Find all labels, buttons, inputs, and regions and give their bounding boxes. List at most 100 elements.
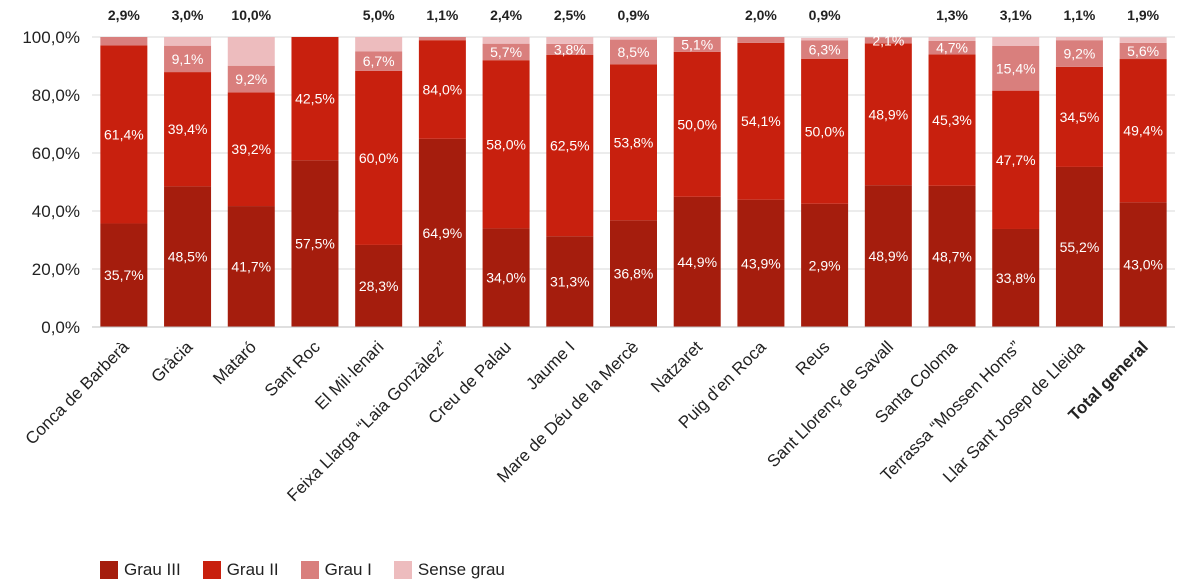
bar-segment <box>801 203 849 327</box>
bar-segment <box>100 37 148 46</box>
data-label: 2,9% <box>809 257 841 273</box>
data-label: 48,7% <box>932 248 972 264</box>
bar-segment <box>801 37 849 41</box>
bar-segment <box>992 37 1040 46</box>
top-value-label: 1,1% <box>426 7 458 23</box>
data-label: 50,0% <box>677 116 717 132</box>
bar-segment <box>100 223 148 327</box>
bar-segment <box>164 186 212 327</box>
bar-segment <box>1055 66 1103 167</box>
data-label: 15,4% <box>996 60 1036 76</box>
data-label: 39,2% <box>231 141 271 157</box>
bar-segment <box>227 65 275 93</box>
bar-segment <box>355 70 403 245</box>
legend-item: Grau II <box>202 560 279 580</box>
top-value-label: 1,1% <box>1063 7 1095 23</box>
x-category-label: Sant Llorenç de Savall <box>763 337 897 471</box>
bar-segment <box>546 54 594 237</box>
bar-segment <box>1119 42 1167 60</box>
data-label: 84,0% <box>423 81 463 97</box>
bar-segment <box>992 90 1040 229</box>
bar-segment <box>737 37 785 43</box>
bar-segment <box>992 45 1040 91</box>
top-value-label: 3,1% <box>1000 7 1032 23</box>
legend: Grau III Grau II Grau I Sense grau <box>100 560 505 580</box>
x-category-label: Jaume I <box>522 337 578 393</box>
x-category-label: Gràcia <box>148 337 197 386</box>
legend-swatch <box>393 561 412 579</box>
bar-segment <box>546 236 594 327</box>
data-label: 61,4% <box>104 126 144 142</box>
x-category-label: Mataró <box>209 337 260 388</box>
data-label: 57,5% <box>295 236 335 252</box>
top-value-label: 1,9% <box>1127 7 1159 23</box>
data-label: 62,5% <box>550 138 590 154</box>
data-label: 3,8% <box>554 41 586 57</box>
data-label: 48,9% <box>868 106 908 122</box>
data-label: 5,7% <box>490 44 522 60</box>
x-category-label: Natzaret <box>647 337 706 396</box>
data-label: 64,9% <box>423 225 463 241</box>
bar-segment <box>418 138 466 327</box>
data-label: 4,7% <box>936 40 968 56</box>
y-tick-label: 40,0% <box>32 202 80 221</box>
x-category-label: Sant Roc <box>261 337 324 400</box>
bar-segment <box>355 244 403 327</box>
x-category-label: Conca de Barberà <box>22 337 133 448</box>
bar-segment <box>164 37 212 46</box>
top-value-label: 10,0% <box>231 7 271 23</box>
bar-segment <box>482 228 530 327</box>
bar-segment <box>227 206 275 327</box>
bar-segment <box>482 37 530 44</box>
bar-segment <box>1119 59 1167 203</box>
bar-segment <box>928 37 976 41</box>
y-tick-label: 60,0% <box>32 144 80 163</box>
top-value-label: 3,0% <box>172 7 204 23</box>
bar-segment <box>546 37 594 44</box>
top-value-label: 1,3% <box>936 7 968 23</box>
legend-swatch <box>100 561 118 579</box>
bar-segment <box>928 185 976 327</box>
top-value-label: 5,0% <box>363 7 395 23</box>
bar-segment <box>864 43 912 186</box>
bar-segment <box>227 37 275 66</box>
data-label: 58,0% <box>486 136 526 152</box>
data-label: 34,0% <box>486 270 526 286</box>
data-label: 47,7% <box>996 152 1036 168</box>
bar-segment <box>227 92 275 207</box>
top-value-label: 2,9% <box>108 7 140 23</box>
data-label: 34,5% <box>1060 109 1100 125</box>
bar-segment <box>928 54 976 186</box>
data-label: 9,2% <box>235 71 267 87</box>
data-label: 9,2% <box>1063 46 1095 62</box>
legend-swatch <box>300 561 319 579</box>
data-label: 48,5% <box>168 249 208 265</box>
data-label: 44,9% <box>677 254 717 270</box>
y-tick-label: 20,0% <box>32 260 80 279</box>
data-label: 6,7% <box>363 53 395 69</box>
data-label: 8,5% <box>618 44 650 60</box>
data-label: 35,7% <box>104 267 144 283</box>
bar-segment <box>355 51 403 71</box>
bar-segment <box>164 72 212 187</box>
bar-segment <box>864 185 912 327</box>
data-label: 2,1% <box>872 32 904 48</box>
legend-item: Sense grau <box>393 560 505 580</box>
data-label: 43,0% <box>1123 257 1163 273</box>
bar-segment <box>928 40 976 55</box>
bar-segment <box>418 40 466 139</box>
data-label: 9,1% <box>172 51 204 67</box>
top-value-label: 0,9% <box>618 7 650 23</box>
data-label: 55,2% <box>1060 239 1100 255</box>
bar-segment <box>1055 37 1103 41</box>
bar-segment <box>482 60 530 229</box>
legend-item: Grau III <box>100 560 181 580</box>
data-label: 28,3% <box>359 278 399 294</box>
y-tick-label: 80,0% <box>32 86 80 105</box>
x-category-label: Reus <box>792 337 833 378</box>
bar-segment <box>610 64 657 221</box>
bar-segment <box>291 37 339 161</box>
data-label: 45,3% <box>932 112 972 128</box>
bar-segment <box>737 42 785 200</box>
